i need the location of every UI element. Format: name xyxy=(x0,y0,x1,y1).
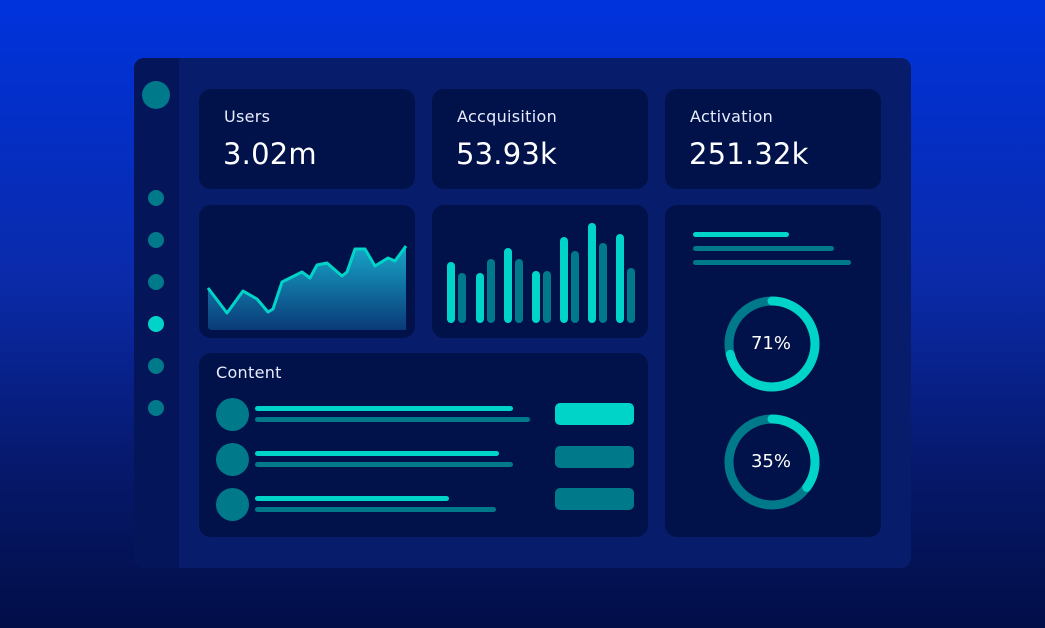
sidebar-item-6[interactable] xyxy=(148,400,164,416)
list-item-button[interactable] xyxy=(555,488,634,510)
bar-chart-card xyxy=(432,205,648,338)
donut-progress xyxy=(724,296,820,392)
bar xyxy=(447,262,455,323)
bar xyxy=(487,259,495,323)
bar xyxy=(627,268,635,323)
area-chart-card xyxy=(199,205,415,338)
donut-card: 71% 35% xyxy=(665,205,881,537)
area-line xyxy=(206,245,408,315)
stat-card-activation: Activation 251.32k xyxy=(665,89,881,189)
summary-line xyxy=(693,246,834,251)
sidebar-item-3[interactable] xyxy=(148,274,164,290)
bar xyxy=(543,271,551,323)
donut-label-1: 71% xyxy=(750,333,791,354)
donut-progress xyxy=(724,414,820,510)
stat-label: Activation xyxy=(690,107,774,126)
area-fill xyxy=(208,246,406,330)
bar xyxy=(616,234,624,323)
list-item-line xyxy=(255,496,449,501)
avatar[interactable] xyxy=(142,81,170,109)
sidebar-item-5[interactable] xyxy=(148,358,164,374)
content-title: Content xyxy=(216,363,282,382)
stat-value: 3.02m xyxy=(223,137,317,171)
bar-chart xyxy=(447,223,635,323)
bar xyxy=(588,223,596,323)
sidebar-item-1[interactable] xyxy=(148,190,164,206)
stat-value: 53.93k xyxy=(456,137,558,171)
donut-charts xyxy=(724,296,820,510)
bar xyxy=(532,271,540,323)
list-item-button[interactable] xyxy=(555,403,634,425)
list-item-line xyxy=(255,507,496,512)
list-item-button[interactable] xyxy=(555,446,634,468)
bar xyxy=(476,273,484,323)
list-item-avatar xyxy=(216,488,249,521)
bar xyxy=(560,237,568,323)
bar xyxy=(599,243,607,323)
content-card: Content xyxy=(199,353,648,537)
list-item-line xyxy=(255,417,530,422)
list-item-line xyxy=(255,462,513,467)
stat-card-users: Users 3.02m xyxy=(199,89,415,189)
list-item-avatar xyxy=(216,398,249,431)
list-item-line xyxy=(255,451,499,456)
bar xyxy=(515,259,523,323)
donut-label-2: 35% xyxy=(750,451,791,472)
bar xyxy=(504,248,512,323)
stat-card-acquisition: Accquisition 53.93k xyxy=(432,89,648,189)
stat-label: Users xyxy=(224,107,271,126)
list-item-avatar xyxy=(216,443,249,476)
sidebar-item-4-active[interactable] xyxy=(148,316,164,332)
bar xyxy=(571,251,579,323)
list-item-line xyxy=(255,406,513,411)
bar xyxy=(458,273,466,323)
summary-line xyxy=(693,232,789,237)
stat-value: 251.32k xyxy=(689,137,809,171)
sidebar xyxy=(134,58,179,568)
sidebar-item-2[interactable] xyxy=(148,232,164,248)
summary-line xyxy=(693,260,851,265)
area-chart xyxy=(206,245,408,330)
stat-label: Accquisition xyxy=(457,107,558,126)
